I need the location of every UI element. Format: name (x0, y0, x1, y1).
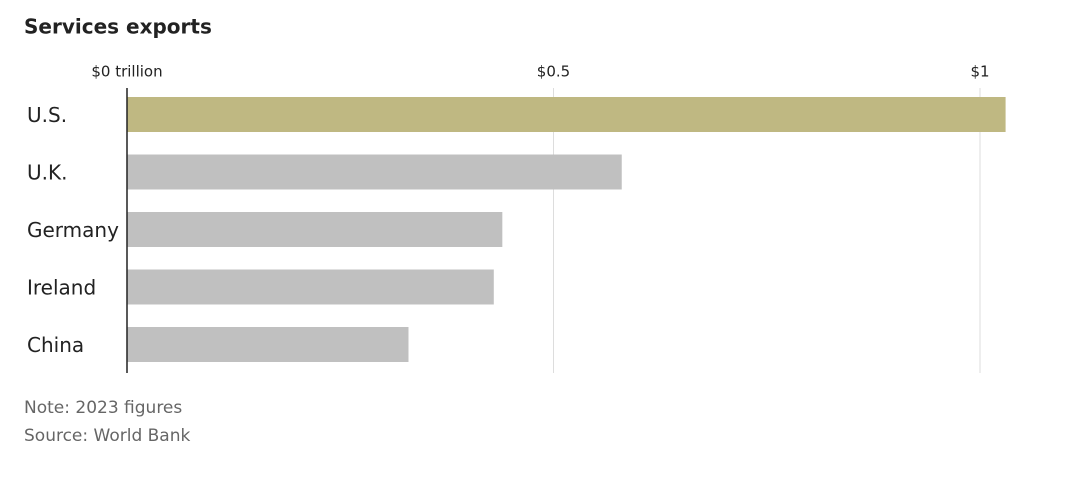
y-tick-label: Germany (27, 218, 119, 242)
y-tick-label: U.K. (27, 161, 67, 185)
bar (127, 269, 494, 305)
note: Note: 2023 figures (24, 398, 182, 418)
bar (127, 97, 1006, 132)
bar (127, 154, 622, 190)
source: Source: World Bank (24, 426, 190, 446)
x-tick-label: $0 trillion (91, 63, 162, 81)
y-tick-label: U.S. (27, 103, 67, 127)
bar (127, 212, 503, 247)
chart-title: Services exports (24, 15, 212, 39)
y-tick-label: Ireland (27, 276, 96, 300)
bar (127, 327, 409, 362)
x-tick-label: $0.5 (537, 63, 570, 81)
x-tick-label: $1 (970, 63, 989, 81)
y-tick-label: China (27, 333, 84, 357)
